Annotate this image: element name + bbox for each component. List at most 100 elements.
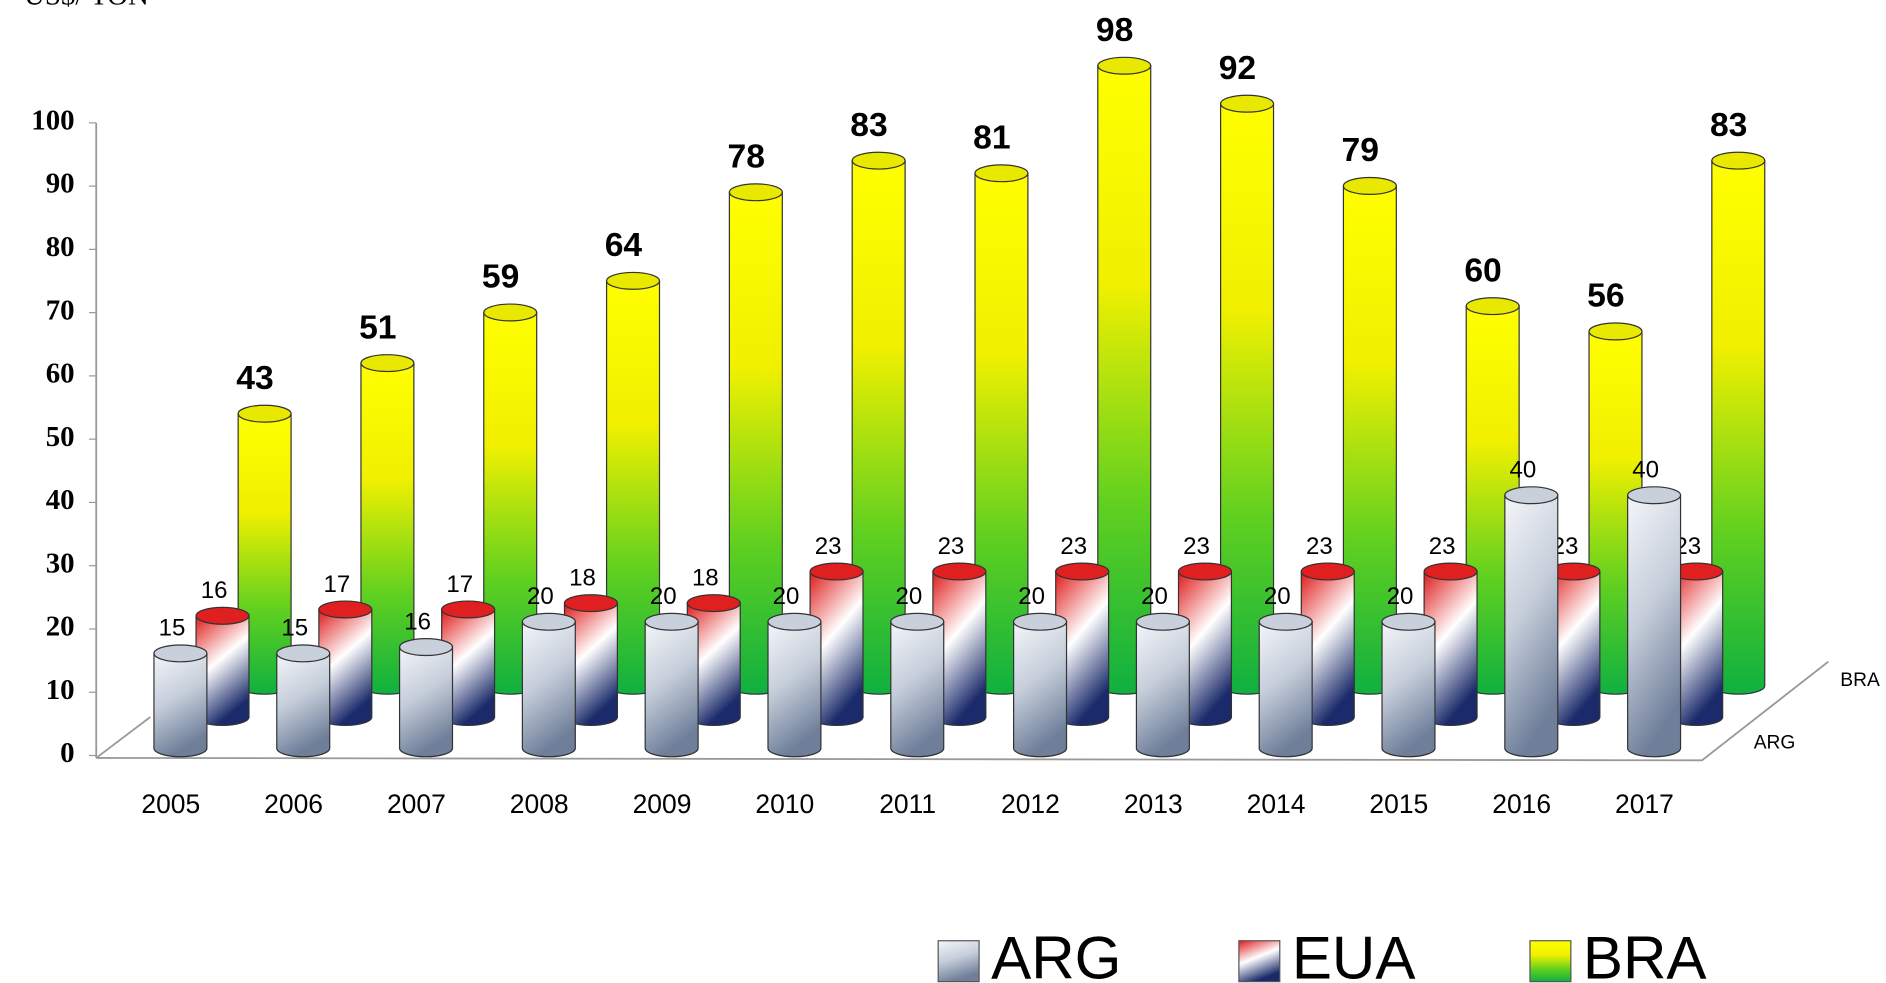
cylinder (1258, 612, 1313, 758)
cylinder (398, 638, 454, 758)
value-label: 64 (605, 227, 643, 264)
bar (1627, 494, 1682, 758)
bar-top (1711, 151, 1766, 170)
bar-top (398, 638, 454, 657)
bar (1258, 621, 1313, 758)
bar-top (728, 183, 783, 202)
value-label: 78 (728, 138, 765, 175)
bar (767, 621, 822, 758)
y-tick-label: 0 (60, 737, 74, 769)
legend-label: BRA (1583, 924, 1707, 983)
value-label: 40 (1509, 457, 1536, 484)
value-label: 20 (773, 583, 800, 610)
x-tick-label: 2015 (1369, 789, 1428, 819)
y-tick-label: 30 (46, 547, 75, 579)
y-tick-label: 60 (46, 358, 75, 390)
value-label: 59 (482, 259, 519, 296)
value-label: 92 (1219, 50, 1256, 87)
bar-top (644, 612, 699, 631)
bar (398, 646, 454, 758)
cylinder (1504, 486, 1559, 758)
value-label: 17 (446, 571, 473, 598)
bar-top (1258, 612, 1313, 631)
bar (1504, 494, 1559, 758)
depth-tick (1701, 750, 1715, 761)
bar-top (1300, 562, 1355, 581)
y-tick-label: 90 (46, 168, 75, 200)
cylinder (1135, 612, 1190, 758)
value-label: 51 (359, 309, 396, 346)
x-tick-label: 2017 (1615, 789, 1674, 819)
legend: ARG EUA BRA (937, 924, 1707, 983)
depth-label: ARG (1754, 733, 1796, 754)
bar-top (1135, 612, 1190, 631)
bar-top (1627, 486, 1682, 505)
value-label: 23 (1306, 533, 1333, 560)
x-tick-label: 2009 (633, 789, 692, 819)
value-label: 83 (850, 107, 887, 144)
value-label: 43 (236, 360, 273, 397)
value-label: 56 (1587, 278, 1624, 315)
legend-swatch (1529, 940, 1572, 983)
cylinder (1300, 562, 1355, 727)
y-tick-label: 50 (46, 421, 75, 453)
floor-edge (95, 716, 151, 759)
bar (521, 621, 576, 758)
y-tick-label: 80 (46, 231, 75, 263)
value-label: 20 (1264, 583, 1291, 610)
value-label: 20 (895, 583, 922, 610)
bar (276, 652, 331, 758)
value-label: 23 (815, 533, 842, 560)
cylinder (890, 612, 945, 758)
bar (644, 621, 699, 758)
value-label: 15 (281, 615, 308, 642)
x-tick-label: 2012 (1001, 789, 1060, 819)
value-label: 17 (324, 571, 351, 598)
bar-top (521, 612, 576, 631)
bar-top (1423, 562, 1478, 581)
bar-top (318, 600, 373, 619)
bar-top (563, 594, 619, 613)
bar-top (809, 562, 864, 581)
cylinder (153, 644, 208, 758)
bar-top (605, 271, 661, 290)
bar-top (360, 354, 415, 373)
x-tick-label: 2005 (141, 789, 200, 819)
cylinder (1381, 612, 1436, 758)
y-tick-label: 20 (46, 611, 75, 643)
bar (890, 621, 945, 758)
x-tick-label: 2014 (1247, 789, 1306, 819)
x-tick-label: 2010 (755, 789, 814, 819)
bar-top (974, 164, 1029, 183)
depth-label: BRA (1840, 670, 1880, 691)
bar-top (851, 151, 906, 170)
cylinder (563, 594, 619, 727)
bar (1381, 621, 1436, 758)
bar (1135, 621, 1190, 758)
cylinder (1546, 562, 1601, 727)
bar-top (1177, 562, 1233, 581)
cylinder (521, 612, 576, 758)
cylinder (1423, 562, 1478, 727)
value-label: 20 (1387, 583, 1414, 610)
y-tick-label: 100 (31, 104, 74, 136)
value-label: 15 (159, 615, 186, 642)
bar-top (1381, 612, 1436, 631)
value-label: 18 (692, 564, 719, 591)
bar-top (1465, 297, 1520, 316)
bar (153, 652, 208, 758)
value-label: 20 (527, 583, 554, 610)
value-label: 79 (1342, 132, 1379, 169)
bar-top (1097, 56, 1152, 75)
x-tick-label: 2013 (1124, 789, 1183, 819)
value-label: 81 (973, 119, 1010, 156)
cylinder (686, 594, 741, 727)
value-label: 98 (1096, 12, 1133, 49)
value-label: 60 (1464, 252, 1501, 289)
cylinder (318, 600, 373, 727)
legend-swatch (1238, 940, 1281, 983)
x-tick-label: 2016 (1492, 789, 1551, 819)
bar-top (1013, 612, 1068, 631)
cylinder (644, 612, 699, 758)
value-label: 20 (650, 583, 677, 610)
